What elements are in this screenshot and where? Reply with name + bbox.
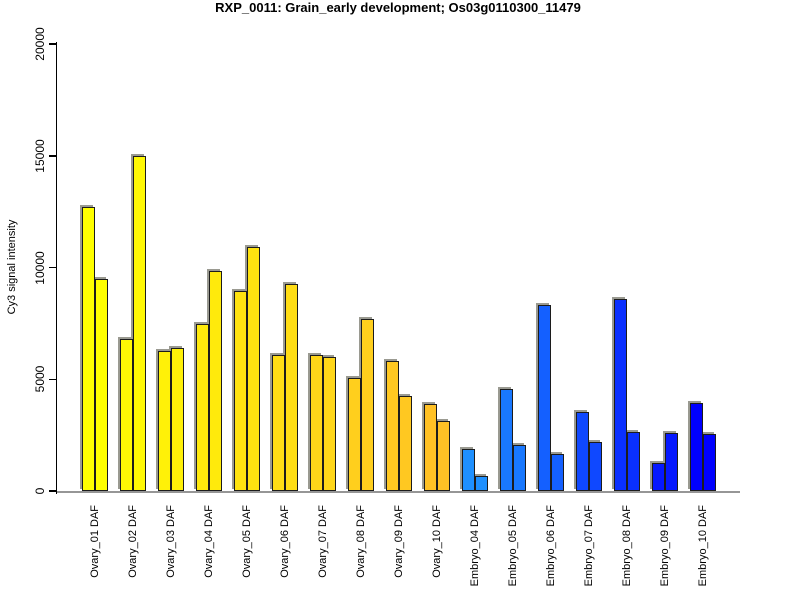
x-category-label: Ovary_10 DAF (431, 505, 443, 578)
x-category-label: Ovary_05 DAF (241, 505, 253, 578)
x-category-label: Ovary_03 DAF (165, 505, 177, 578)
x-category-label: Embryo_09 DAF (659, 505, 671, 587)
bar-Ovary_01-DAF-sample_b (95, 278, 108, 491)
y-tick (48, 43, 57, 45)
bar-Ovary_07-DAF-sample_a (310, 354, 323, 491)
bar-Embryo_06-DAF-sample_a (538, 305, 551, 491)
bar-Embryo_09-DAF-sample_b (665, 432, 678, 491)
x-category-label: Ovary_04 DAF (203, 505, 215, 578)
chart-title: RXP_0011: Grain_early development; Os03g… (215, 0, 581, 15)
x-category-label: Embryo_05 DAF (507, 505, 519, 587)
bar-Ovary_02-DAF-sample_a (120, 339, 133, 491)
bar-Ovary_01-DAF-sample_a (82, 207, 95, 491)
bar-Embryo_05-DAF-sample_a (500, 389, 513, 491)
bar-Embryo_08-DAF-sample_a (614, 298, 627, 491)
bar-Ovary_10-DAF-sample_a (424, 403, 437, 491)
bar-Ovary_02-DAF-sample_b (133, 155, 146, 491)
bar-Ovary_03-DAF-sample_a (158, 351, 171, 491)
bar-Ovary_10-DAF-sample_b (437, 420, 450, 491)
bar-Embryo_10-DAF-sample_a (690, 402, 703, 491)
bar-Ovary_09-DAF-sample_b (399, 396, 412, 491)
bar-Ovary_08-DAF-sample_a (348, 378, 361, 491)
bar-Embryo_06-DAF-sample_b (551, 454, 564, 491)
bar-Ovary_07-DAF-sample_b (323, 356, 336, 491)
x-category-label: Embryo_04 DAF (469, 505, 481, 587)
bar-Ovary_05-DAF-sample_b (247, 247, 260, 491)
bar-Ovary_06-DAF-sample_b (285, 284, 298, 491)
y-tick-label: 15000 (33, 139, 47, 173)
x-category-label: Ovary_06 DAF (279, 505, 291, 578)
x-category-label: Embryo_07 DAF (583, 505, 595, 587)
x-category-label: Ovary_07 DAF (317, 505, 329, 578)
bar-Embryo_09-DAF-sample_a (652, 463, 665, 491)
bar-Ovary_08-DAF-sample_b (361, 318, 374, 491)
bar-Ovary_06-DAF-sample_a (272, 354, 285, 491)
y-tick-label: 10000 (33, 250, 47, 285)
x-category-label: Ovary_09 DAF (393, 505, 405, 578)
bar-Embryo_05-DAF-sample_b (513, 445, 526, 491)
x-baseline (57, 490, 740, 493)
bar-Embryo_07-DAF-sample_b (589, 441, 602, 491)
y-tick-label: 5000 (33, 365, 47, 393)
y-tick (48, 266, 57, 269)
y-tick (48, 490, 57, 492)
bar-Ovary_04-DAF-sample_a (196, 324, 209, 491)
bar-Ovary_04-DAF-sample_b (209, 270, 222, 491)
bar-Ovary_03-DAF-sample_b (171, 347, 184, 491)
bar-Embryo_04-DAF-sample_b (475, 476, 488, 491)
y-tick-label: 20000 (33, 27, 47, 61)
y-tick (48, 155, 57, 157)
bar-Embryo_04-DAF-sample_a (462, 448, 475, 491)
y-axis-title: Cy3 signal intensity (6, 219, 18, 315)
y-tick-label: 0 (33, 487, 47, 495)
x-category-label: Ovary_08 DAF (355, 505, 367, 578)
bar-Embryo_07-DAF-sample_a (576, 411, 589, 491)
bar-Ovary_09-DAF-sample_a (386, 361, 399, 491)
y-tick (48, 378, 57, 380)
x-category-label: Ovary_01 DAF (89, 505, 101, 578)
bar-Embryo_10-DAF-sample_b (703, 434, 716, 491)
bar-Ovary_05-DAF-sample_a (234, 290, 247, 491)
x-category-label: Embryo_10 DAF (697, 505, 709, 587)
x-category-label: Embryo_06 DAF (545, 505, 557, 587)
x-category-label: Embryo_08 DAF (621, 505, 633, 587)
x-category-label: Ovary_02 DAF (127, 505, 139, 578)
bar-Embryo_08-DAF-sample_b (627, 431, 640, 491)
